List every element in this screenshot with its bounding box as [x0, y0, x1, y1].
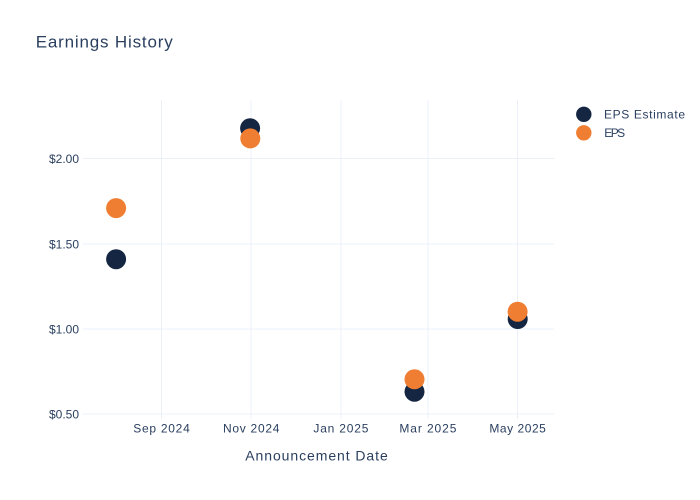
svg-text:EPS Estimate: EPS Estimate: [604, 108, 685, 122]
svg-text:$1.50: $1.50: [49, 237, 79, 251]
svg-text:Mar 2025: Mar 2025: [399, 422, 456, 436]
svg-text:Nov 2024: Nov 2024: [223, 422, 280, 436]
svg-text:Earnings History: Earnings History: [36, 32, 174, 51]
svg-text:Sep 2024: Sep 2024: [133, 422, 190, 436]
svg-text:EPS: EPS: [604, 126, 625, 140]
svg-text:$2.00: $2.00: [49, 152, 79, 166]
svg-text:May 2025: May 2025: [489, 422, 546, 436]
svg-text:$0.50: $0.50: [49, 408, 79, 422]
svg-text:Jan 2025: Jan 2025: [313, 422, 368, 436]
svg-text:$1.00: $1.00: [49, 323, 79, 337]
svg-text:Announcement Date: Announcement Date: [245, 447, 388, 463]
